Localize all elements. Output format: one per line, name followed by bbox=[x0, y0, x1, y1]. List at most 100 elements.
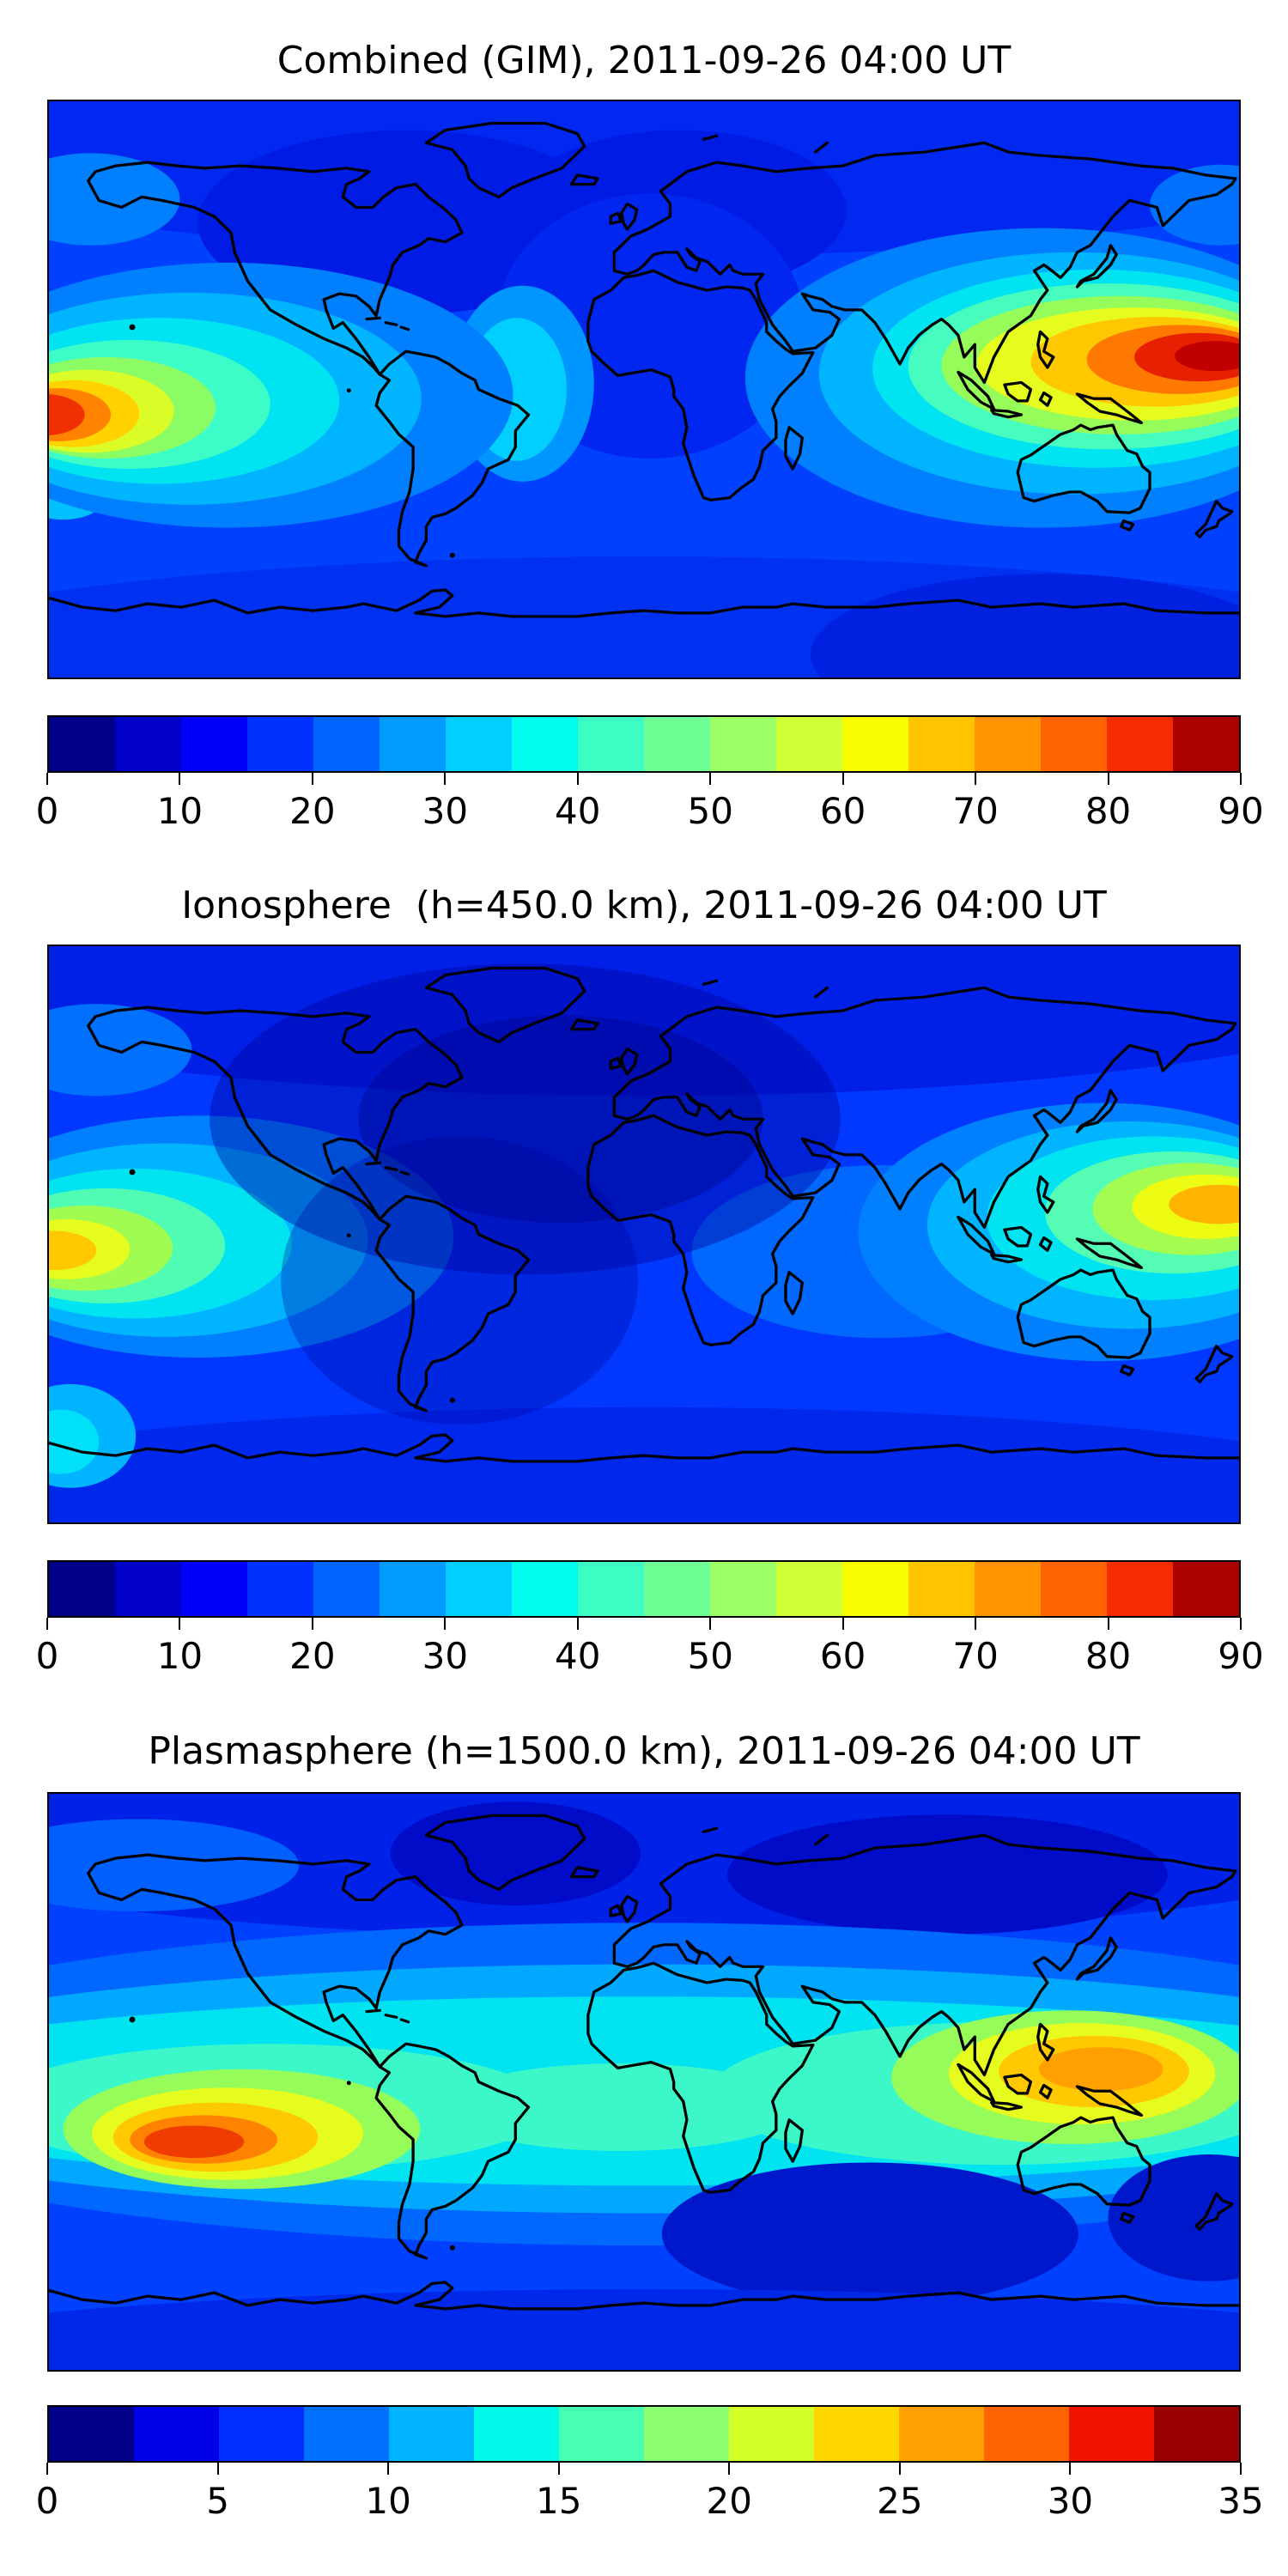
colorbar-segment bbox=[1173, 717, 1239, 771]
colorbar-segment bbox=[380, 1562, 446, 1616]
colorbar-segment bbox=[446, 717, 512, 771]
colorbar-tick-label: 70 bbox=[952, 1635, 999, 1677]
colorbar-tick-label: 20 bbox=[289, 1635, 336, 1677]
colorbar-segment bbox=[380, 717, 446, 771]
colorbar-tick-mark bbox=[216, 2463, 219, 2475]
colorbar-segment bbox=[899, 2407, 984, 2461]
colorbar-segment bbox=[908, 1562, 975, 1616]
colorbar-segment bbox=[313, 1562, 380, 1616]
colorbar-tick-mark bbox=[1107, 773, 1109, 785]
colorbar-tick-mark bbox=[557, 2463, 560, 2475]
colorbar-segment bbox=[181, 717, 247, 771]
colorbar-labels: 0 10 20 30 40 50 60 70 80 90 bbox=[36, 789, 1264, 835]
colorbar-tick-label: 60 bbox=[819, 790, 866, 832]
colorbar-segment bbox=[134, 2407, 219, 2461]
colorbar-segment bbox=[115, 1562, 181, 1616]
colorbar-tick-mark bbox=[975, 1618, 977, 1630]
colorbar-segment bbox=[219, 2407, 304, 2461]
colorbar-segment bbox=[842, 1562, 908, 1616]
colorbar-segment bbox=[644, 1562, 710, 1616]
colorbar-tick-label: 40 bbox=[555, 790, 601, 832]
colorbar-tick-label: 10 bbox=[365, 2480, 411, 2522]
colorbar-tick-mark bbox=[576, 1618, 579, 1630]
colorbar-segment bbox=[975, 717, 1041, 771]
panel-title-combined: Combined (GIM), 2011-09-26 04:00 UT bbox=[276, 39, 1012, 82]
colorbar-segment bbox=[49, 717, 115, 771]
colorbar-tick-mark bbox=[46, 773, 48, 785]
colorbar-segment bbox=[115, 717, 181, 771]
colorbar-tick-label: 90 bbox=[1218, 790, 1264, 832]
colorbar-bar bbox=[47, 1560, 1241, 1618]
colorbar-tick-label: 30 bbox=[422, 1635, 469, 1677]
colorbar-segment bbox=[474, 2407, 559, 2461]
colorbar-ticks bbox=[46, 2463, 1242, 2476]
colorbar-segment bbox=[710, 1562, 776, 1616]
colorbar-segment bbox=[644, 2407, 729, 2461]
colorbar-segment bbox=[512, 1562, 578, 1616]
colorbar-tick-label: 60 bbox=[819, 1635, 866, 1677]
colorbar-tick-label: 0 bbox=[35, 790, 59, 832]
colorbar-segment bbox=[984, 2407, 1069, 2461]
plasmasphere-map bbox=[47, 1792, 1241, 2372]
combined-gim-map bbox=[47, 100, 1241, 679]
colorbar-segment bbox=[247, 717, 313, 771]
colorbar-segment bbox=[1041, 1562, 1107, 1616]
colorbar-segment bbox=[1041, 717, 1107, 771]
colorbar-tick-label: 20 bbox=[706, 2480, 753, 2522]
colorbar-tick-mark bbox=[311, 773, 313, 785]
colorbar-tick-mark bbox=[841, 773, 844, 785]
colorbar-tick-mark bbox=[1069, 2463, 1072, 2475]
colorbar-tick-mark bbox=[46, 2463, 48, 2475]
colorbar-tick-label: 15 bbox=[535, 2480, 582, 2522]
colorbar-segment bbox=[814, 2407, 899, 2461]
colorbar-segment bbox=[710, 717, 776, 771]
contour-field bbox=[49, 946, 1239, 1522]
colorbar-ticks bbox=[46, 773, 1242, 786]
colorbar-segment bbox=[644, 717, 710, 771]
colorbar-tick-mark bbox=[179, 773, 181, 785]
colorbar-tick-mark bbox=[46, 1618, 48, 1630]
colorbar-segment bbox=[304, 2407, 389, 2461]
colorbar-tick-label: 0 bbox=[35, 1635, 59, 1677]
colorbar-segment bbox=[1173, 1562, 1239, 1616]
colorbar-segment bbox=[842, 717, 908, 771]
ionosphere-map bbox=[47, 945, 1241, 1524]
colorbar-tick-mark bbox=[975, 773, 977, 785]
colorbar-tick-mark bbox=[1240, 1618, 1242, 1630]
colorbar-labels: 0 10 20 30 40 50 60 70 80 90 bbox=[36, 1634, 1264, 1680]
colorbar-tick-label: 90 bbox=[1218, 1635, 1264, 1677]
colorbar-tick-mark bbox=[709, 1618, 712, 1630]
colorbar-tick-mark bbox=[311, 1618, 313, 1630]
colorbar-segment bbox=[776, 717, 842, 771]
colorbar-tick-label: 0 bbox=[35, 2480, 59, 2522]
colorbar-segment bbox=[446, 1562, 512, 1616]
colorbar-segment bbox=[1107, 717, 1173, 771]
colorbar-ticks bbox=[46, 1618, 1242, 1631]
colorbar-segment bbox=[578, 1562, 644, 1616]
colorbar-tick-label: 30 bbox=[1047, 2480, 1094, 2522]
colorbar-tick-mark bbox=[387, 2463, 390, 2475]
colorbar-tick-label: 10 bbox=[156, 790, 204, 832]
colorbar-tick-mark bbox=[444, 773, 447, 785]
colorbar-tick-label: 80 bbox=[1084, 790, 1132, 832]
colorbar-segment bbox=[247, 1562, 313, 1616]
colorbar-segment bbox=[559, 2407, 644, 2461]
colorbar-tick-mark bbox=[728, 2463, 731, 2475]
colorbar-segment bbox=[313, 717, 380, 771]
colorbar-tick-label: 70 bbox=[952, 790, 999, 832]
colorbar-tick-label: 50 bbox=[687, 1635, 733, 1677]
contour-field bbox=[49, 1794, 1239, 2370]
colorbar-tick-label: 50 bbox=[687, 790, 733, 832]
colorbar-tick-label: 30 bbox=[422, 790, 469, 832]
colorbar-tick-mark bbox=[1240, 773, 1242, 785]
colorbar-segment bbox=[389, 2407, 474, 2461]
colorbar-segment bbox=[181, 1562, 247, 1616]
colorbar-segment bbox=[776, 1562, 842, 1616]
colorbar-segment bbox=[975, 1562, 1041, 1616]
colorbar-tick-label: 5 bbox=[206, 2480, 229, 2522]
colorbar-segment bbox=[908, 717, 975, 771]
colorbar-segment bbox=[729, 2407, 814, 2461]
colorbar-segment bbox=[49, 1562, 115, 1616]
colorbar-tick-label: 80 bbox=[1084, 1635, 1132, 1677]
